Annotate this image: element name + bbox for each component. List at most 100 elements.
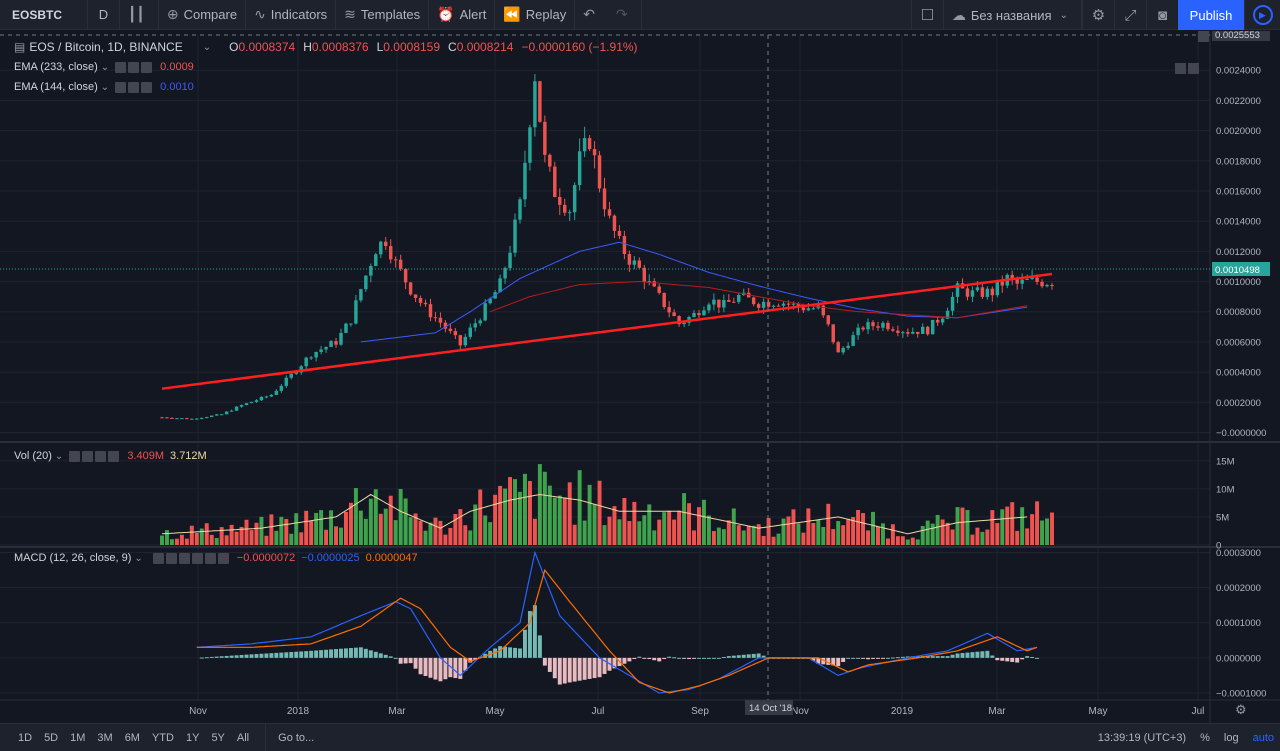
candle-body bbox=[443, 322, 448, 329]
symbol-title[interactable]: EOS / Bitcoin, 1D, BINANCE bbox=[29, 40, 183, 54]
chevron-down-icon[interactable]: ⌄ bbox=[100, 61, 110, 73]
gear-icon[interactable] bbox=[165, 552, 177, 564]
volume-bar bbox=[950, 529, 955, 545]
macd-hist-bar bbox=[612, 657, 617, 669]
log-toggle[interactable]: log bbox=[1223, 732, 1239, 744]
play-button[interactable]: ▶ bbox=[1244, 0, 1280, 30]
more-icon[interactable] bbox=[108, 450, 120, 462]
fullscreen-button[interactable]: ⤢ bbox=[1114, 0, 1146, 30]
volume-bar bbox=[910, 537, 915, 545]
range-button-5d[interactable]: 5D bbox=[44, 731, 59, 744]
macd-hist-bar bbox=[413, 657, 418, 669]
candle-body bbox=[473, 323, 477, 328]
volume-bar bbox=[701, 499, 706, 545]
range-button-1y[interactable]: 1Y bbox=[185, 731, 200, 744]
ema144-name[interactable]: EMA (144, close) bbox=[14, 81, 98, 93]
chevron-down-icon[interactable]: ⌄ bbox=[134, 552, 143, 564]
close-icon[interactable] bbox=[141, 61, 153, 73]
indicator-controls[interactable] bbox=[152, 552, 231, 564]
compare-button[interactable]: ⊕ Compare bbox=[159, 0, 247, 30]
macd-tick-label: 0.0000000 bbox=[1216, 653, 1261, 664]
down-icon[interactable] bbox=[204, 552, 216, 564]
macd-hist-bar bbox=[637, 656, 642, 658]
goto-button[interactable]: Go to... bbox=[265, 723, 314, 751]
macd-hist-bar bbox=[880, 657, 885, 659]
up-icon[interactable] bbox=[191, 552, 203, 564]
eye-icon[interactable] bbox=[115, 61, 127, 73]
volume-bar bbox=[672, 519, 677, 545]
range-button-1m[interactable]: 1M bbox=[70, 731, 86, 744]
more-icon[interactable] bbox=[217, 552, 229, 564]
volume-legend: Vol (20) ⌄ 3.409M 3.712M bbox=[14, 450, 207, 462]
publish-button[interactable]: Publish bbox=[1178, 0, 1244, 30]
ema233-name[interactable]: EMA (233, close) bbox=[14, 61, 98, 73]
gear-icon[interactable] bbox=[128, 81, 140, 93]
gear-icon[interactable] bbox=[128, 61, 140, 73]
volume-name[interactable]: Vol (20) bbox=[14, 450, 52, 462]
macd-hist-bar bbox=[990, 655, 995, 658]
templates-button[interactable]: ≋ Templates bbox=[336, 0, 430, 30]
collapse-icon[interactable]: ▤ bbox=[14, 40, 26, 54]
indicator-controls[interactable] bbox=[69, 450, 121, 462]
auto-toggle[interactable]: auto bbox=[1252, 732, 1274, 744]
gear-icon: ⚙ bbox=[1091, 7, 1106, 24]
undo-button[interactable]: ↶ bbox=[575, 0, 608, 30]
range-button-ytd[interactable]: YTD bbox=[151, 731, 174, 744]
candle-body bbox=[563, 204, 567, 213]
range-button-6m[interactable]: 6M bbox=[124, 731, 140, 744]
templates-icon: ≋ bbox=[344, 6, 356, 22]
macd-hist-bar bbox=[423, 657, 428, 677]
macd-hist-bar bbox=[1005, 657, 1010, 662]
eye-icon[interactable] bbox=[69, 450, 81, 462]
range-button-all[interactable]: All bbox=[236, 731, 250, 744]
top-price-label: 0.0025553 bbox=[1215, 31, 1260, 41]
volume-bar bbox=[368, 498, 373, 545]
close-icon[interactable] bbox=[95, 450, 107, 462]
volume-bar bbox=[836, 521, 841, 545]
settings-button[interactable]: ⚙ bbox=[1082, 0, 1114, 30]
macd-name[interactable]: MACD (12, 26, close, 9) bbox=[14, 552, 132, 564]
macd-hist-bar bbox=[647, 657, 652, 660]
range-button-5y[interactable]: 5Y bbox=[211, 731, 225, 744]
snapshot-button[interactable]: ◙ bbox=[1146, 0, 1178, 30]
volume-bar bbox=[617, 519, 622, 545]
chevron-down-icon[interactable]: ⌄ bbox=[100, 81, 110, 93]
interval-selector[interactable]: D bbox=[88, 0, 120, 30]
chevron-down-icon[interactable]: ⌄ bbox=[54, 450, 64, 462]
chevron-down-icon[interactable]: ⌄ bbox=[202, 41, 212, 53]
alert-button[interactable]: ⏰ Alert bbox=[429, 0, 496, 30]
volume-bar bbox=[542, 471, 547, 545]
indicators-button[interactable]: ∿ Indicators bbox=[246, 0, 337, 30]
redo-button[interactable]: ↷ bbox=[608, 0, 642, 30]
close-icon[interactable] bbox=[178, 552, 190, 564]
ema233-legend: EMA (233, close) ⌄ 0.0009 bbox=[14, 61, 194, 73]
chart-canvas[interactable]: 0.0024000 0.0022000 0.0020000 0.0018000 0.00… bbox=[0, 31, 1280, 723]
volume-bar bbox=[478, 489, 483, 545]
eye-icon[interactable] bbox=[115, 81, 127, 93]
macd-hist-bar bbox=[348, 648, 353, 658]
range-button-1d[interactable]: 1D bbox=[18, 731, 33, 744]
indicator-controls[interactable] bbox=[115, 61, 154, 73]
clock[interactable]: 13:39:19 (UTC+3) bbox=[1097, 732, 1187, 744]
candle-body bbox=[1025, 278, 1029, 280]
candle-body bbox=[781, 303, 786, 306]
fullscreen-toggle[interactable]: ☐ bbox=[910, 0, 943, 30]
symbol-search[interactable]: EOSBTC bbox=[0, 0, 88, 30]
eye-icon[interactable] bbox=[152, 552, 164, 564]
volume-ma-value: 3.712M bbox=[170, 450, 207, 462]
candle-body bbox=[901, 332, 905, 334]
candle-body bbox=[453, 331, 458, 336]
chart-type-button[interactable]: ┃┃ bbox=[120, 0, 159, 30]
gear-icon[interactable] bbox=[82, 450, 94, 462]
indicator-controls[interactable] bbox=[115, 81, 154, 93]
volume-bar bbox=[453, 513, 458, 545]
layout-name-button[interactable]: ☁ Без названия ⌄ bbox=[942, 0, 1082, 30]
percent-toggle[interactable]: % bbox=[1200, 732, 1210, 744]
volume-bar bbox=[378, 513, 383, 545]
close-icon[interactable] bbox=[141, 81, 153, 93]
candle-body bbox=[970, 290, 975, 297]
replay-button[interactable]: ⏪ Replay bbox=[495, 0, 576, 30]
range-button-3m[interactable]: 3M bbox=[97, 731, 113, 744]
candle-body bbox=[329, 341, 333, 347]
pane-dividers bbox=[0, 31, 1280, 723]
